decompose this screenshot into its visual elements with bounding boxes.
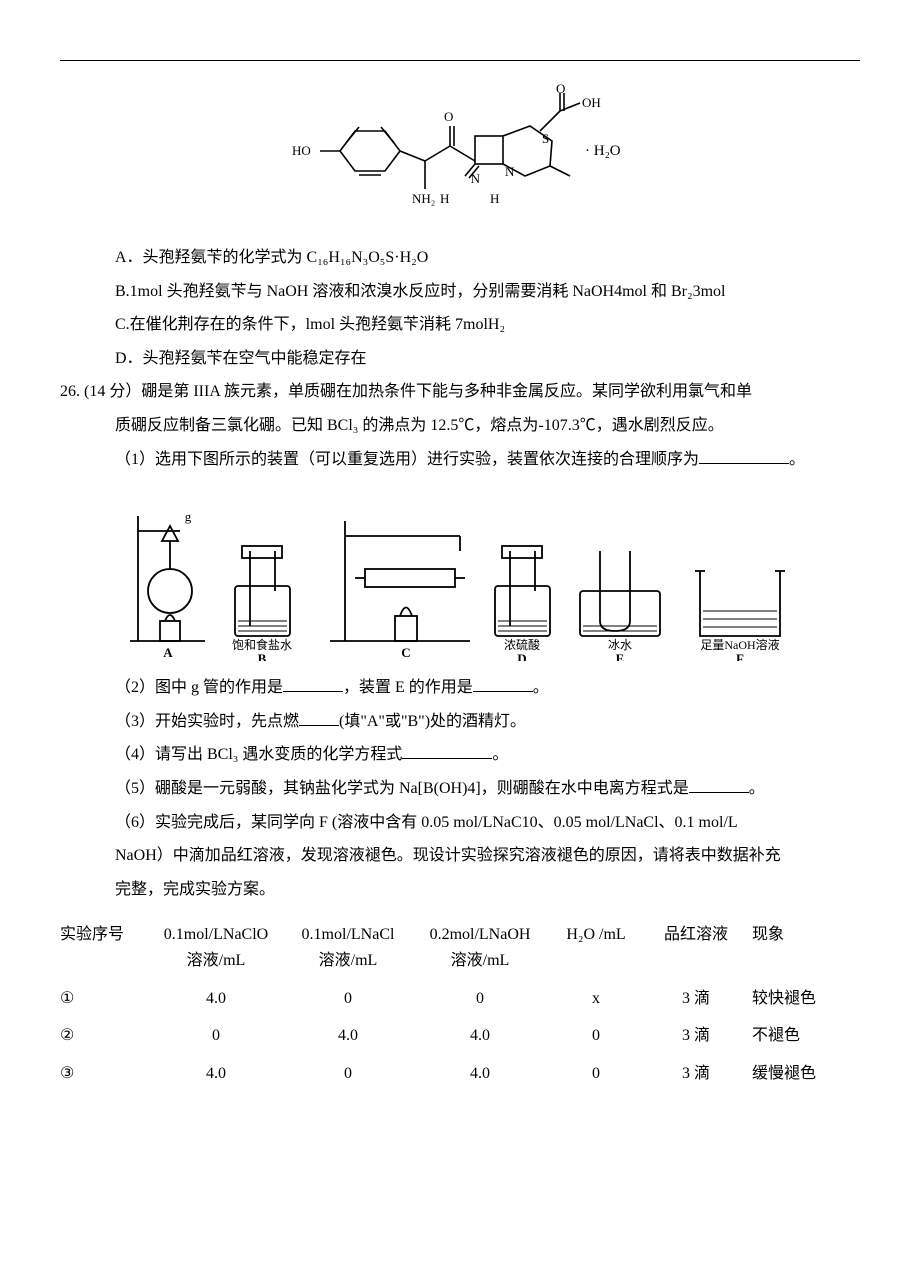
atom-label: S <box>542 131 549 146</box>
page: HO O O OH N N S NH₂ H H · H₂O A．头孢羟氨苄的化学… <box>0 0 920 1132</box>
apparatus-b-text: 饱和食盐水 <box>232 637 292 652</box>
atom-label: H <box>490 191 499 206</box>
atom-label: O <box>444 109 453 124</box>
q26-p2-c: 。 <box>533 679 549 696</box>
cell: 0 <box>284 1055 412 1093</box>
cell: 4.0 <box>412 1017 548 1055</box>
q26-p2-a: （2）图中 g 管的作用是 <box>115 679 283 696</box>
atom-label: HO <box>292 143 311 158</box>
blank <box>402 742 492 759</box>
q26-p4-a: （4）请写出 BCl₃ 遇水变质的化学方程式 <box>115 746 402 763</box>
option-b: B.1mol 头孢羟氨苄与 NaOH 溶液和浓溴水反应时，分别需要消耗 NaOH… <box>60 275 860 309</box>
blank <box>689 776 749 793</box>
th-seq: 实验序号 <box>60 916 148 979</box>
q26-p5-b: 。 <box>749 780 765 797</box>
apparatus-d-text: 浓硫酸 <box>504 637 540 652</box>
option-d: D．头孢羟氨苄在空气中能稳定存在 <box>60 342 860 376</box>
q26-p1-end: 。 <box>789 451 805 468</box>
cell: 4.0 <box>148 980 284 1018</box>
atom-label: N <box>471 171 481 186</box>
th-text: 溶液/mL <box>152 948 280 974</box>
hydrate-label: · H₂O <box>585 143 621 159</box>
q26-p6a: （6）实验完成后，某同学向 F (溶液中含有 0.05 mol/LNaC10、0… <box>60 806 860 840</box>
cell: 0 <box>412 980 548 1018</box>
q26-p4: （4）请写出 BCl₃ 遇水变质的化学方程式 。 <box>60 738 860 772</box>
table-row: ③ 4.0 0 4.0 0 3 滴 缓慢褪色 <box>60 1055 860 1093</box>
blank <box>283 675 343 692</box>
option-c: C.在催化荆存在的条件下，lmol 头孢羟氨苄消耗 7molH₂ <box>60 308 860 342</box>
apparatus-diagram: g A 饱和食盐水 B C 浓硫酸 D 冰水 E 足量NaOH溶液 F <box>110 491 810 661</box>
q26-p4-b: 。 <box>492 746 508 763</box>
apparatus-f-label: F <box>736 651 744 661</box>
q26-p3-b: (填"A"或"B")处的酒精灯。 <box>339 713 526 730</box>
table-header-row: 实验序号 0.1mol/LNaClO 溶液/mL 0.1mol/LNaCl 溶液… <box>60 916 860 979</box>
apparatus-c-label: C <box>401 645 410 660</box>
th-nacl: 0.1mol/LNaCl 溶液/mL <box>284 916 412 979</box>
cell: 4.0 <box>148 1055 284 1093</box>
blank <box>473 675 533 692</box>
th-naclo: 0.1mol/LNaClO 溶液/mL <box>148 916 284 979</box>
atom-label: O <box>556 81 565 96</box>
cell-seq: ② <box>60 1017 148 1055</box>
cell: 0 <box>284 980 412 1018</box>
cell: 3 滴 <box>644 1017 748 1055</box>
th-pinhong: 品红溶液 <box>644 916 748 979</box>
atom-label: NH₂ <box>412 191 435 206</box>
blank <box>699 447 789 464</box>
cell: 4.0 <box>284 1017 412 1055</box>
cell-seq: ③ <box>60 1055 148 1093</box>
q26-p6c: 完整，完成实验方案。 <box>60 873 860 907</box>
apparatus-a-label: A <box>163 645 173 660</box>
th-text: 0.1mol/LNaClO <box>152 922 280 948</box>
th-h2o: H₂O /mL <box>548 916 644 979</box>
atom-label: N <box>505 164 515 179</box>
q26-p5-a: （5）硼酸是一元弱酸，其钠盐化学式为 Na[B(OH)4]，则硼酸在水中电离方程… <box>115 780 689 797</box>
apparatus-g-label: g <box>185 509 192 524</box>
cell: 0 <box>548 1017 644 1055</box>
apparatus-b-label: B <box>258 651 267 661</box>
experiment-table: 实验序号 0.1mol/LNaClO 溶液/mL 0.1mol/LNaCl 溶液… <box>60 916 860 1092</box>
apparatus-e-text: 冰水 <box>608 638 632 652</box>
th-phen: 现象 <box>748 916 860 979</box>
cell: 缓慢褪色 <box>748 1055 860 1093</box>
th-text: 溶液/mL <box>416 948 544 974</box>
cell: 不褪色 <box>748 1017 860 1055</box>
cell: 4.0 <box>412 1055 548 1093</box>
cell: 3 滴 <box>644 980 748 1018</box>
q26-line2: 质硼反应制备三氯化硼。已知 BCl₃ 的沸点为 12.5℃，熔点为-107.3℃… <box>60 409 860 443</box>
q26-p5: （5）硼酸是一元弱酸，其钠盐化学式为 Na[B(OH)4]，则硼酸在水中电离方程… <box>60 772 860 806</box>
q26-p2: （2）图中 g 管的作用是 ，装置 E 的作用是 。 <box>60 671 860 705</box>
apparatus-d-label: D <box>517 651 526 661</box>
th-naoh: 0.2mol/LNaOH 溶液/mL <box>412 916 548 979</box>
q26-p3-a: （3）开始实验时，先点燃 <box>115 713 299 730</box>
cell: x <box>548 980 644 1018</box>
blank <box>299 709 339 726</box>
atom-label: H <box>440 191 449 206</box>
top-rule <box>60 60 860 61</box>
q26-p1-text: （1）选用下图所示的装置（可以重复选用）进行实验，装置依次连接的合理顺序为 <box>115 451 699 468</box>
q26-p6b: NaOH）中滴加品红溶液，发现溶液褪色。现设计实验探究溶液褪色的原因，请将表中数… <box>60 839 860 873</box>
q26-p1: （1）选用下图所示的装置（可以重复选用）进行实验，装置依次连接的合理顺序为 。 <box>60 443 860 477</box>
cell: 0 <box>148 1017 284 1055</box>
cell-seq: ① <box>60 980 148 1018</box>
apparatus-f-text: 足量NaOH溶液 <box>700 637 779 652</box>
option-a: A．头孢羟氨苄的化学式为 C₁₆H₁₆N₃O₅S·H₂O <box>60 241 860 275</box>
cell: 3 滴 <box>644 1055 748 1093</box>
q26-line1: 26. (14 分）硼是第 IIIA 族元素，单质硼在加热条件下能与多种非金属反… <box>60 375 860 409</box>
molecule-diagram: HO O O OH N N S NH₂ H H · H₂O <box>280 81 640 221</box>
cell: 较快褪色 <box>748 980 860 1018</box>
apparatus-e-label: E <box>616 651 625 661</box>
th-text: 溶液/mL <box>288 948 408 974</box>
th-text: 0.2mol/LNaOH <box>416 922 544 948</box>
table-row: ① 4.0 0 0 x 3 滴 较快褪色 <box>60 980 860 1018</box>
atom-label: OH <box>582 95 601 110</box>
q26-p2-b: ，装置 E 的作用是 <box>343 679 473 696</box>
q26-p3: （3）开始实验时，先点燃 (填"A"或"B")处的酒精灯。 <box>60 705 860 739</box>
cell: 0 <box>548 1055 644 1093</box>
th-text: 0.1mol/LNaCl <box>288 922 408 948</box>
table-row: ② 0 4.0 4.0 0 3 滴 不褪色 <box>60 1017 860 1055</box>
